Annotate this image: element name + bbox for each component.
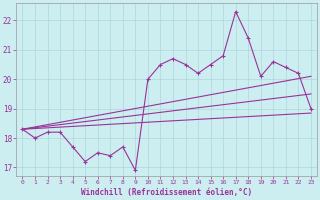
X-axis label: Windchill (Refroidissement éolien,°C): Windchill (Refroidissement éolien,°C) [81,188,252,197]
